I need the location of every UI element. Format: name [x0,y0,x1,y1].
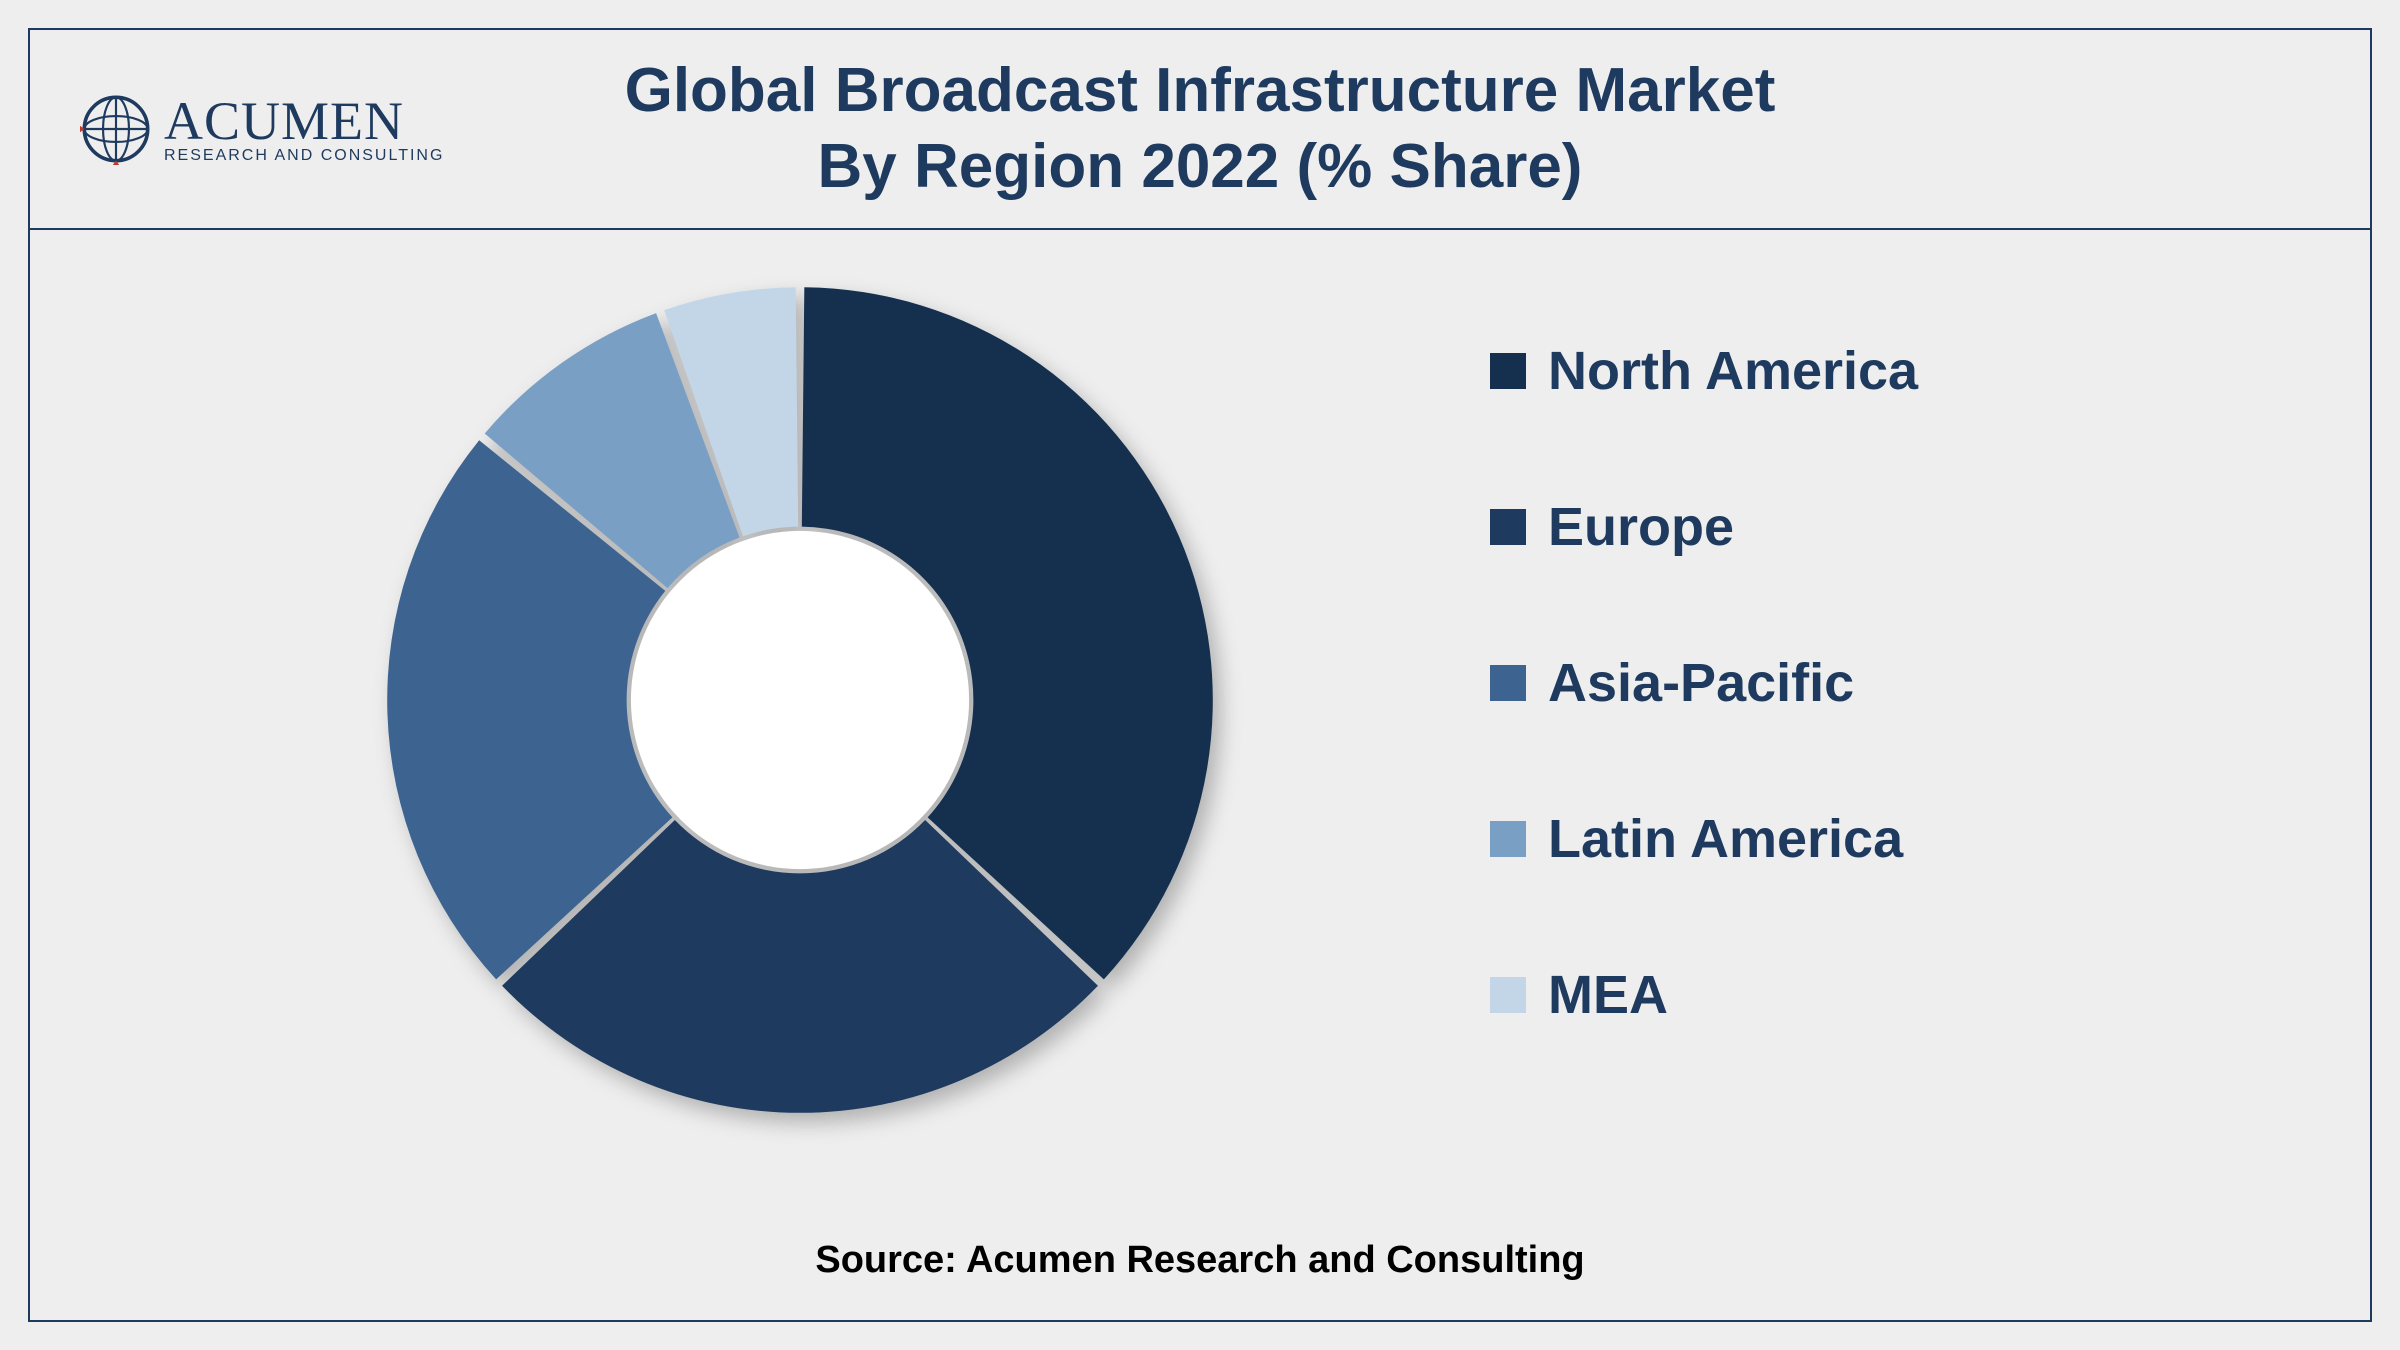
header: ACUMEN RESEARCH AND CONSULTING Global Br… [30,30,2370,230]
legend-swatch [1490,821,1526,857]
title-line-1: Global Broadcast Infrastructure Market [625,53,1776,129]
legend-item: Asia-Pacific [1490,652,1918,714]
globe-icon [80,93,152,165]
brand-logo: ACUMEN RESEARCH AND CONSULTING [80,93,444,165]
donut-chart [370,270,1230,1130]
legend-item: Europe [1490,496,1918,558]
legend-swatch [1490,509,1526,545]
logo-subtext: RESEARCH AND CONSULTING [164,148,444,164]
chart-title: Global Broadcast Infrastructure Market B… [625,53,1776,204]
legend-label: Europe [1548,496,1734,558]
source-attribution: Source: Acumen Research and Consulting [815,1239,1584,1282]
chart-body: North America Europe Asia-Pacific Latin Ame… [30,230,2370,1320]
title-line-2: By Region 2022 (% Share) [625,129,1776,205]
legend-label: North America [1548,340,1918,402]
infographic-frame: ACUMEN RESEARCH AND CONSULTING Global Br… [28,28,2372,1322]
legend-label: Latin America [1548,808,1903,870]
legend-swatch [1490,353,1526,389]
legend-item: Latin America [1490,808,1918,870]
legend-item: North America [1490,340,1918,402]
legend: North America Europe Asia-Pacific Latin Ame… [1490,340,1918,1026]
legend-label: Asia-Pacific [1548,652,1854,714]
logo-text: ACUMEN [164,94,444,148]
legend-swatch [1490,665,1526,701]
legend-item: MEA [1490,964,1918,1026]
legend-swatch [1490,977,1526,1013]
legend-label: MEA [1548,964,1668,1026]
donut-hole [631,531,969,869]
